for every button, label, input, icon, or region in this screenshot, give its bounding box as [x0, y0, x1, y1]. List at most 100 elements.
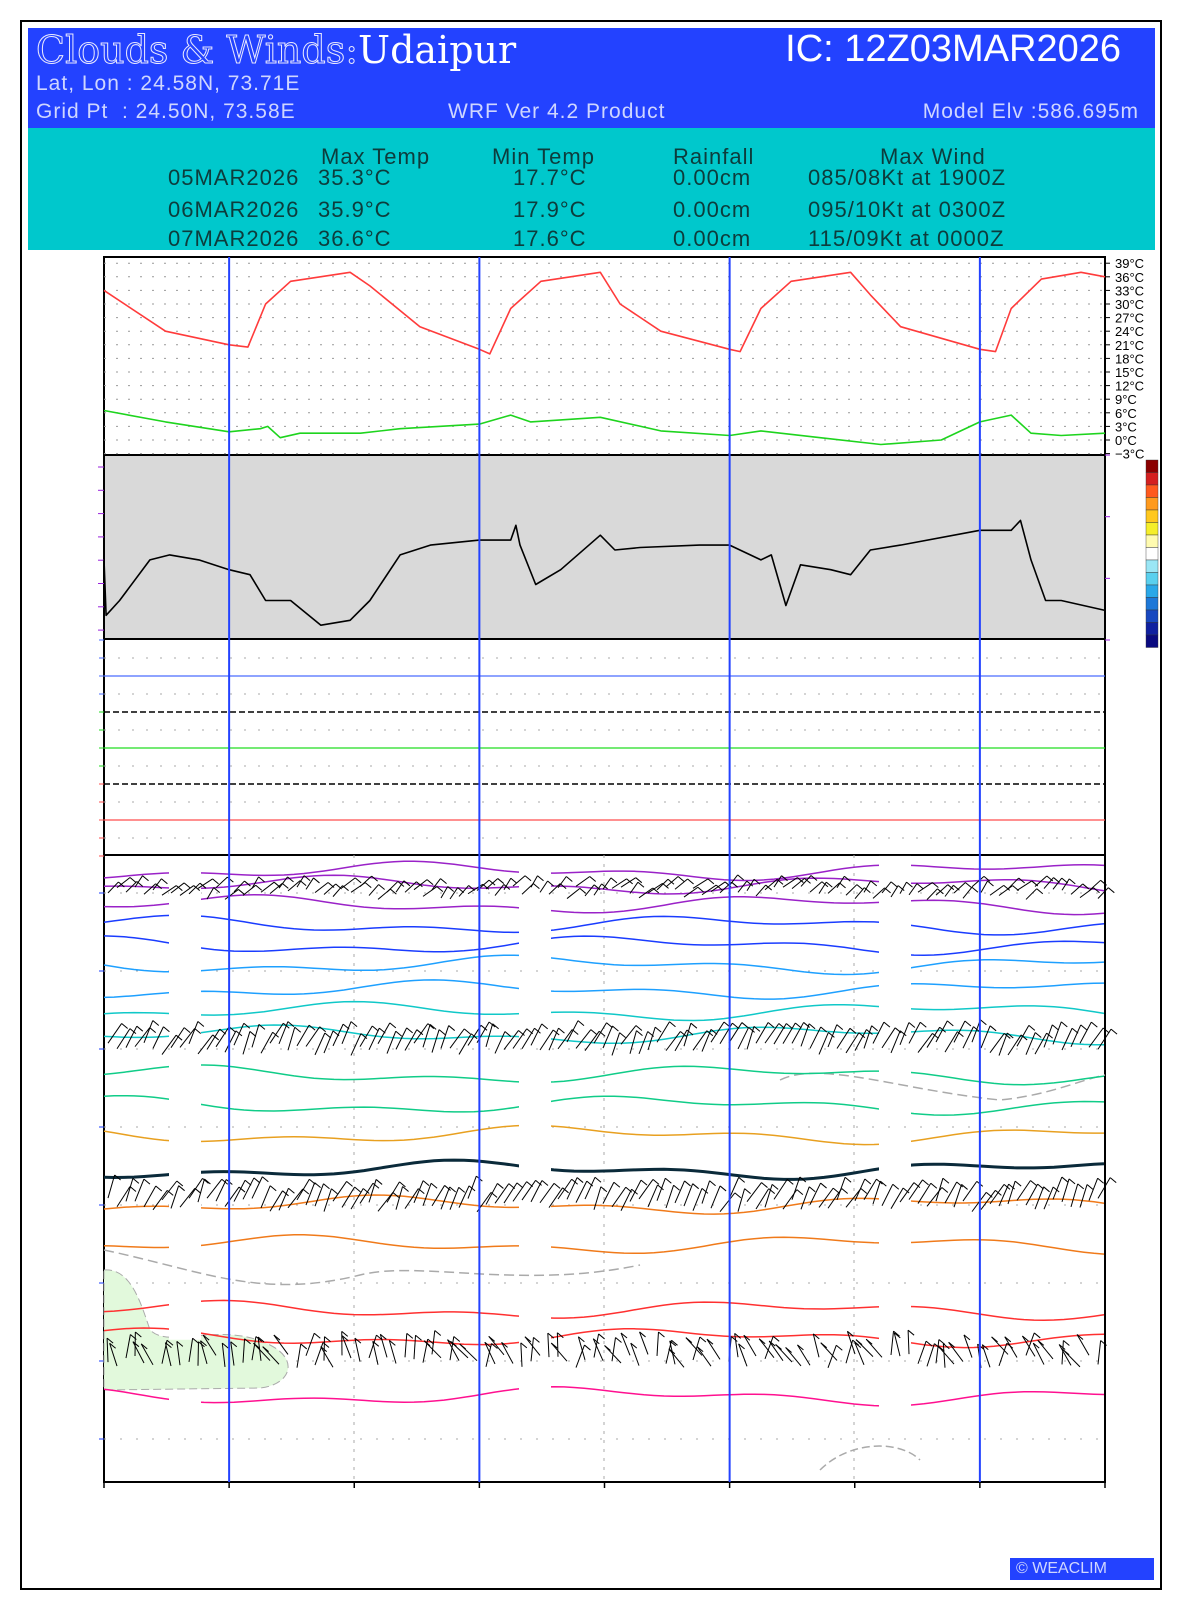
isotherm-label-bg — [169, 1198, 201, 1217]
wind-barb-feather — [985, 1191, 993, 1198]
isotherm-label-bg — [879, 1396, 911, 1415]
wind-barb-feather — [533, 883, 540, 890]
isotherm-label-bg — [519, 1308, 551, 1327]
wind-barb-feather — [592, 1338, 600, 1345]
wind-barb-feather — [772, 1335, 780, 1342]
isotherm-label-bg — [519, 981, 551, 1000]
wind-barb — [278, 1188, 289, 1211]
isotherm-line — [103, 1234, 1105, 1255]
wind-barb — [1052, 1176, 1063, 1200]
drybulb-line — [103, 271, 1106, 355]
wind-barb-feather — [255, 884, 263, 891]
wind-barb-feather — [132, 1177, 140, 1184]
wind-barb-feather — [932, 1033, 939, 1039]
wind-barb — [197, 1178, 205, 1203]
wind-barb — [1088, 879, 1101, 892]
wind-barb-feather — [269, 1185, 277, 1192]
wind-barb — [785, 1347, 802, 1367]
temp-tick-label: 30°C — [1115, 297, 1144, 312]
reflectivity-color-swatch — [1145, 609, 1159, 623]
wind-barb — [845, 884, 858, 896]
wind-barb-feather — [178, 1185, 185, 1192]
wind-barb — [665, 1185, 675, 1209]
wind-barb-feather — [803, 1022, 810, 1028]
wind-barb-feather — [497, 878, 505, 884]
wind-barb — [260, 881, 275, 893]
wind-barb-feather — [1068, 1178, 1076, 1185]
wind-barb-feather — [448, 1025, 455, 1031]
wind-barb — [863, 880, 872, 893]
wind-barb — [359, 875, 372, 888]
wind-barb-feather — [890, 881, 898, 888]
wind-barb-feather — [403, 880, 411, 887]
wind-barb-feather — [671, 1339, 678, 1346]
wind-barb-feather — [630, 1342, 638, 1349]
wind-barb-feather — [415, 1334, 422, 1341]
wind-barb — [242, 1177, 255, 1200]
wind-barb-feather — [313, 1332, 321, 1339]
wind-barb — [221, 1343, 226, 1368]
temp-tick-label: 33°C — [1115, 283, 1144, 298]
isotherm-line — [103, 1124, 1104, 1146]
wind-barb-feather — [892, 1183, 900, 1190]
wind-barb-feather — [294, 1026, 302, 1033]
wind-barb — [200, 1340, 208, 1364]
wind-barb — [620, 1188, 633, 1211]
wind-barb — [908, 1022, 921, 1044]
wind-barb-feather — [362, 1188, 370, 1194]
wind-barb — [372, 1341, 379, 1365]
isotherm-label-bg — [879, 1297, 911, 1316]
wind-barb-feather — [273, 1334, 281, 1341]
wind-barb — [944, 1031, 958, 1053]
wind-barb-feather — [937, 1345, 945, 1352]
wind-barb — [1025, 888, 1038, 900]
wind-barb — [125, 1334, 131, 1359]
wind-barb — [773, 1179, 788, 1200]
wind-barb — [170, 1185, 180, 1209]
wind-barb-feather — [1102, 1027, 1110, 1034]
isotherm-label-bg — [879, 1023, 911, 1042]
row-max-wind: 115/09Kt at 0000Z — [808, 226, 1005, 251]
wind-barb — [755, 884, 767, 897]
wind-barb — [215, 1026, 230, 1048]
wind-barb-feather — [925, 1340, 933, 1347]
wind-barb — [494, 884, 505, 896]
wind-barb — [269, 1022, 284, 1044]
wind-barb-feather — [389, 1340, 396, 1346]
wind-barb-feather — [436, 886, 444, 893]
wind-barb-feather — [287, 876, 294, 883]
wind-barb — [404, 881, 417, 893]
wind-barb-feather — [781, 875, 788, 882]
isotherm-label-bg — [519, 931, 551, 950]
wind-barb — [404, 1333, 408, 1358]
wind-barb — [386, 881, 399, 893]
wind-barb-feather — [166, 1339, 174, 1346]
chart-frame — [20, 20, 1162, 1590]
wind-barb — [242, 1338, 246, 1363]
reflectivity-color-swatch — [1145, 522, 1159, 536]
wind-barb — [575, 1180, 588, 1203]
wind-barb — [224, 1186, 240, 1207]
wind-barb-feather — [930, 1182, 938, 1189]
wind-barb — [611, 1032, 621, 1056]
wind-barb — [764, 1336, 774, 1360]
wind-barb — [305, 1182, 316, 1206]
wind-barb — [188, 1338, 194, 1363]
wind-barb-feather — [458, 1186, 466, 1193]
isotherm-label-bg — [519, 1004, 551, 1023]
wind-barb — [937, 1345, 955, 1365]
wind-barb-feather — [390, 888, 397, 895]
wind-barb-feather — [961, 1184, 968, 1190]
wind-barb — [872, 1181, 881, 1205]
wind-barb-feather — [114, 1174, 121, 1181]
header-banner: Clouds & Winds:Udaipur IC: 12Z03MAR2026 … — [28, 28, 1155, 128]
wind-barb-feather — [701, 1188, 709, 1194]
wind-barb-feather — [429, 1023, 437, 1030]
wind-barb — [501, 1342, 514, 1364]
isotherm-label-bg — [519, 1158, 551, 1177]
wind-barb-feather — [893, 1330, 900, 1337]
wind-barb-feather — [537, 875, 544, 882]
wind-barb — [449, 1028, 465, 1049]
wind-barb — [602, 1182, 615, 1204]
wind-barb — [107, 1023, 123, 1044]
